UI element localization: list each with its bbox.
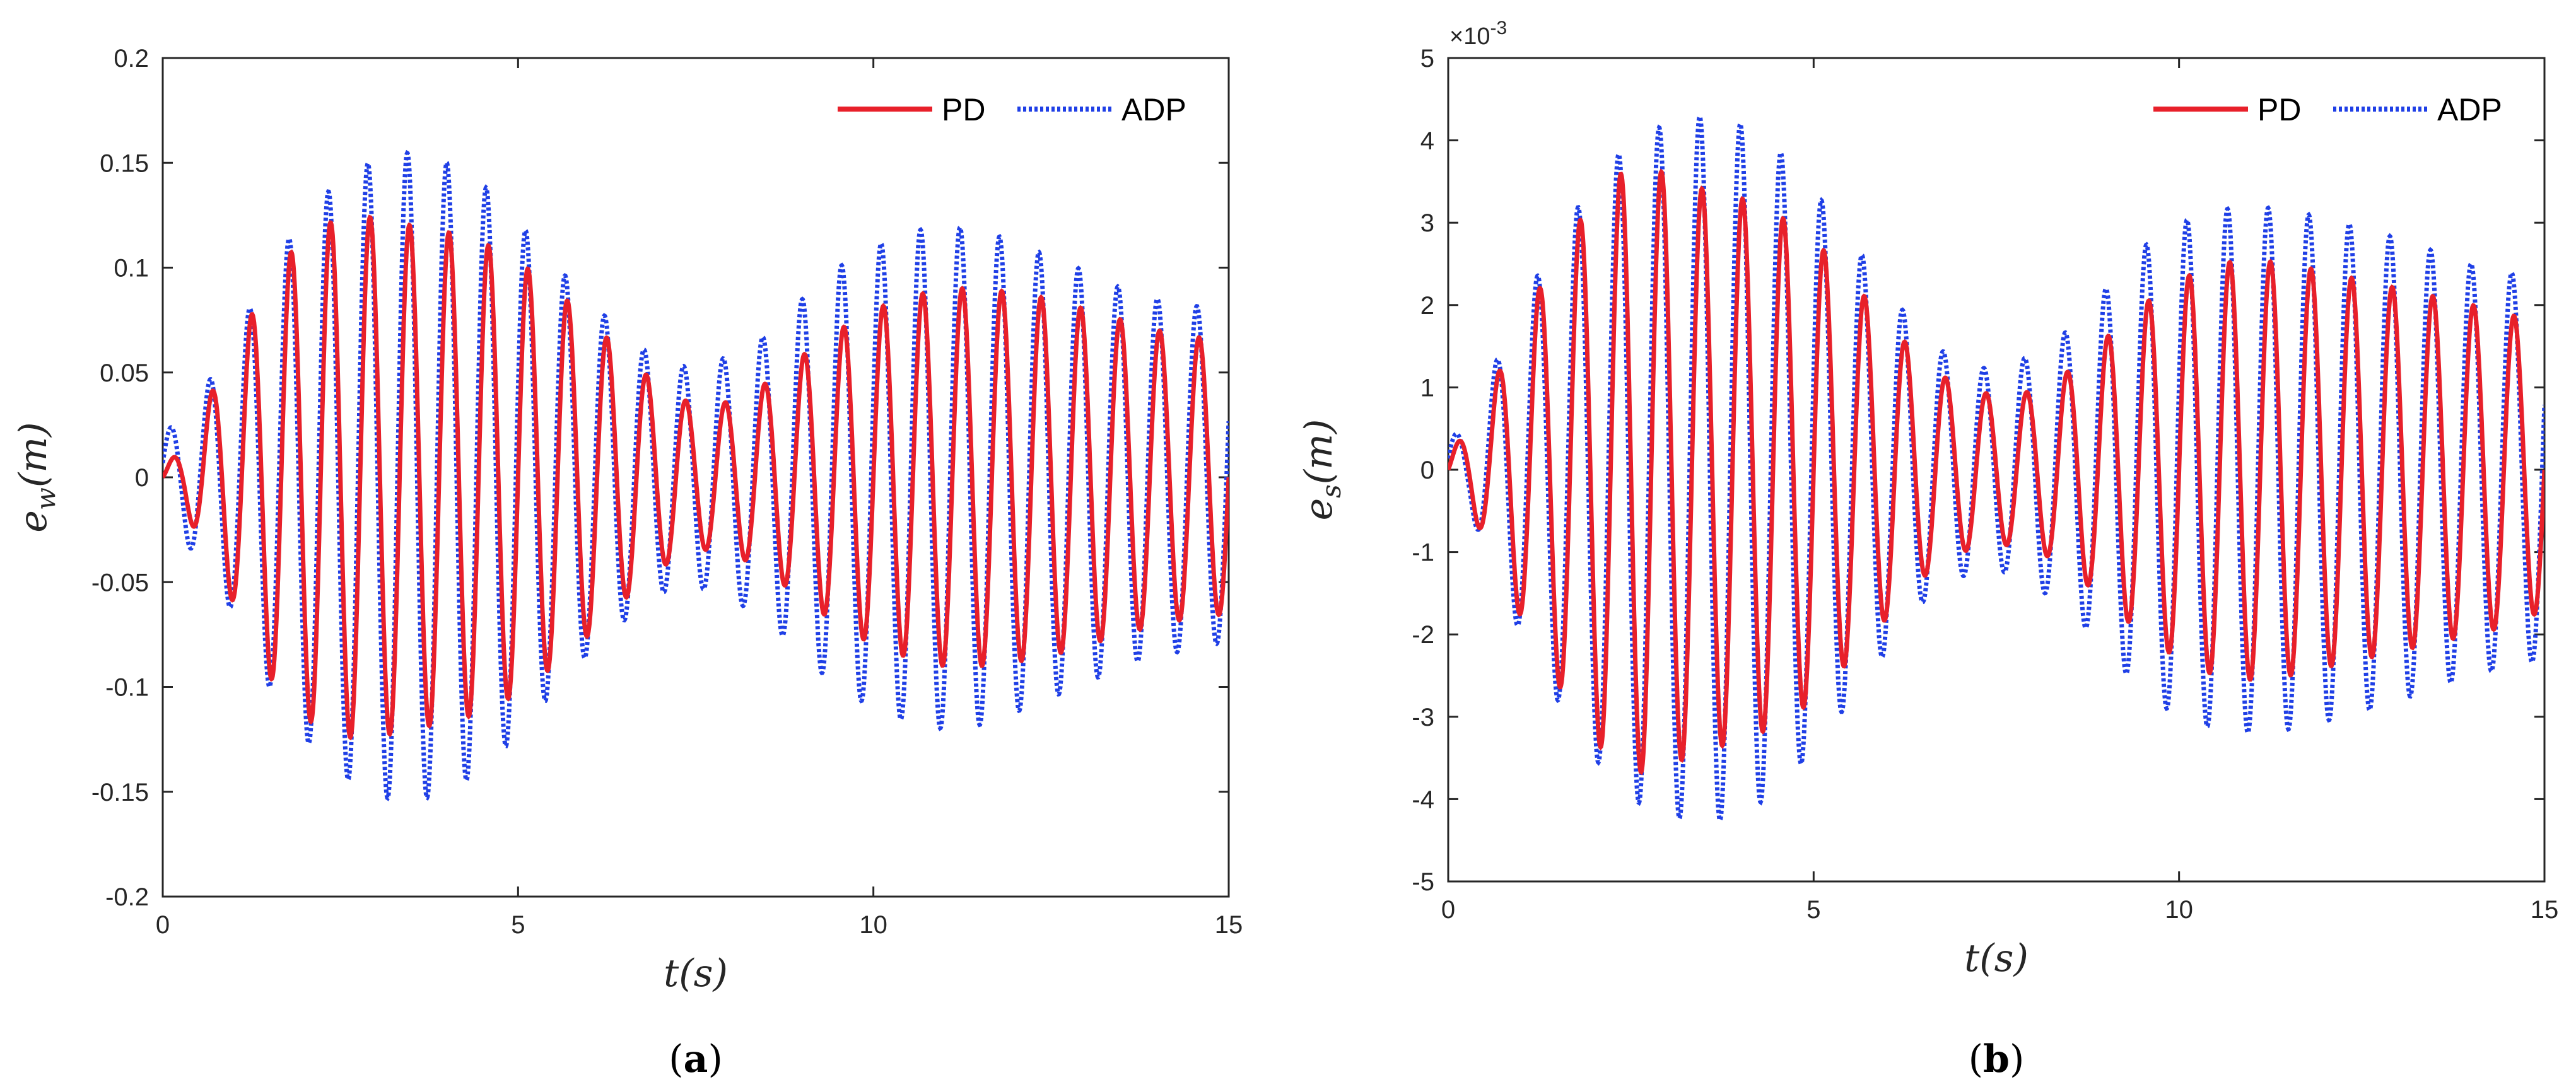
series-line-pd (1448, 168, 2544, 776)
y-tick-label: -0.05 (91, 569, 149, 596)
x-axis-label: t(s) (1964, 936, 2029, 980)
chart-panel: 0 5 10 15 -5 -4 -3 -2 -1 0 1 2 3 4 5 ×10-3 PD ADP t(s) es(m… (1297, 18, 2558, 1081)
y-tick-label: -1 (1412, 539, 1434, 567)
y-tick-label: -3 (1412, 704, 1434, 731)
y-tick-label: 0 (135, 464, 149, 492)
y-tick-label: 0.2 (114, 45, 149, 73)
y-tick-label: 4 (1420, 127, 1434, 155)
legend-label-pd: PD (942, 92, 985, 127)
x-tick-label: 15 (2531, 896, 2559, 924)
y-tick-label: -5 (1412, 868, 1434, 896)
x-tick-label: 0 (1441, 896, 1455, 924)
x-axis-label: t(s) (664, 951, 728, 996)
series-line-adp (163, 149, 1229, 801)
x-tick-label: 10 (859, 911, 887, 939)
x-tick-label: 10 (2165, 896, 2193, 924)
series-line-pd (163, 214, 1229, 741)
y-axis-label: es(m) (1297, 419, 1347, 521)
y-tick-label: -2 (1412, 621, 1434, 649)
x-tick-label: 5 (1806, 896, 1820, 924)
chart-panel: 0 5 10 15 -0.2 -0.15 -0.1 -0.05 0 0.05 0.1 0.15 0.2 P… (11, 45, 1243, 1081)
x-tick-label: 15 (1215, 911, 1243, 939)
panel-label: (b) (1969, 1037, 2025, 1081)
legend-label-adp: ADP (2437, 92, 2502, 127)
y-tick-label: 5 (1420, 45, 1434, 73)
y-tick-label: 0.15 (100, 149, 149, 177)
y-tick-label: 0.1 (114, 255, 149, 282)
y-axis-label: ew(m) (11, 422, 61, 532)
series-line-adp (1448, 113, 2544, 824)
y-tick-label: 0.05 (100, 359, 149, 387)
y-tick-label: -0.15 (91, 779, 149, 806)
y-tick-label: 0 (1420, 456, 1434, 484)
y-tick-label: 1 (1420, 374, 1434, 402)
y-tick-label: -0.2 (105, 883, 149, 911)
panel-label: (a) (669, 1037, 723, 1081)
x-tick-label: 5 (511, 911, 525, 939)
y-tick-label: 2 (1420, 292, 1434, 320)
y-tick-label: 3 (1420, 209, 1434, 237)
legend-label-adp: ADP (1121, 92, 1186, 127)
legend-label-pd: PD (2257, 92, 2301, 127)
x-tick-label: 0 (156, 911, 170, 939)
y-tick-label: -0.1 (105, 674, 149, 702)
y-exponent-label: ×10-3 (1449, 18, 1507, 50)
y-tick-label: -4 (1412, 786, 1434, 813)
